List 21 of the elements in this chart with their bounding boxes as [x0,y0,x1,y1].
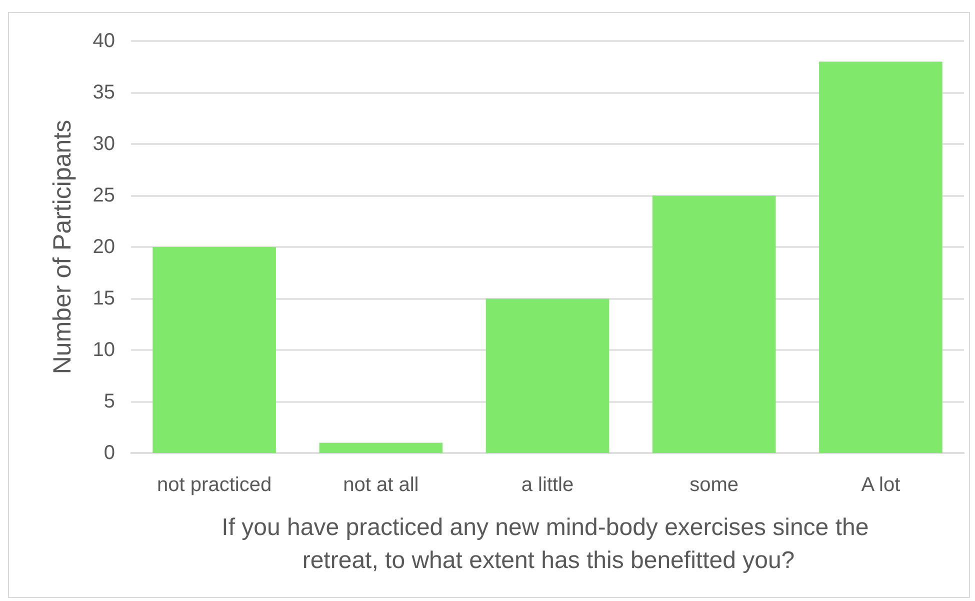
y-tick-label: 0 [104,442,115,464]
x-tick-label: some [690,474,739,496]
y-tick-label: 25 [92,184,115,206]
y-tick-label: 20 [92,236,115,258]
y-tick-label: 15 [92,288,115,310]
x-axis-title: If you have practiced any new mind-body exercises since the retreat, to what extent has this benefitted you? [222,514,876,574]
y-tick-label: 10 [92,339,115,361]
bar [319,442,443,453]
y-axis-title: Number of Participants [48,120,76,374]
y-tick-label: 40 [92,30,115,52]
x-tick-label: not at all [343,474,419,496]
bar [152,247,276,453]
x-tick-label: A lot [861,474,901,496]
bar [652,196,776,453]
bar [486,298,610,453]
x-tick-label: not practiced [157,474,272,496]
y-tick-label: 30 [92,133,115,155]
y-tick-label: 35 [92,82,115,104]
x-tick-label: a little [521,474,574,496]
bar [819,62,942,453]
y-tick-label: 5 [104,390,115,412]
